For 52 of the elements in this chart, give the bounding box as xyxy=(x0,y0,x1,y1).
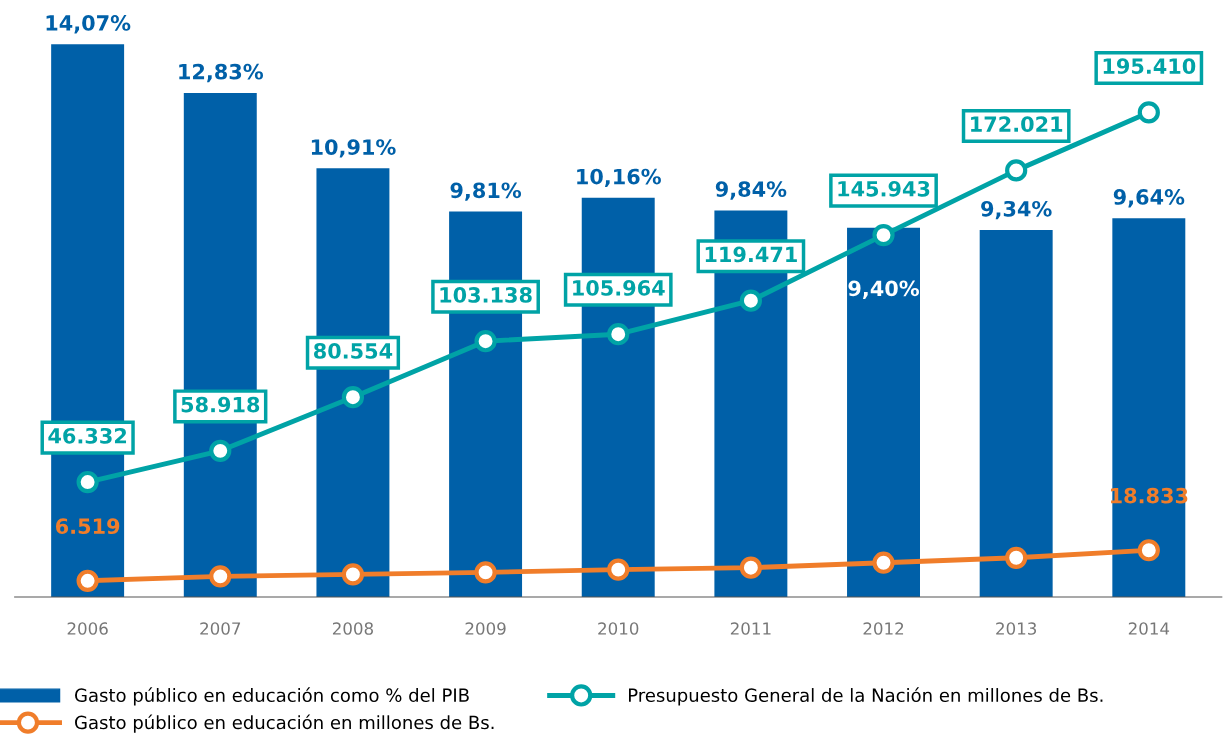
data-label: 9,34% xyxy=(981,200,1052,220)
x-tick-label: 2013 xyxy=(996,622,1037,635)
data-label: 12,83% xyxy=(179,63,263,83)
point xyxy=(76,569,99,592)
data-label: 9,40% xyxy=(848,280,919,299)
x-tick-label: 2010 xyxy=(598,622,639,635)
point xyxy=(1005,546,1028,569)
data-label: 195.410 xyxy=(1103,58,1196,75)
x-tick-label: 2012 xyxy=(863,622,904,635)
point xyxy=(739,289,762,312)
point xyxy=(341,563,365,586)
x-tick-label: 2007 xyxy=(200,622,241,635)
data-label: 80.554 xyxy=(314,343,393,359)
point xyxy=(1137,101,1160,124)
data-label: 6.519 xyxy=(55,518,120,535)
data-label: 9,64% xyxy=(1113,189,1185,208)
point xyxy=(872,551,895,574)
point xyxy=(607,323,630,346)
point xyxy=(341,386,365,409)
data-label: 9,84% xyxy=(715,181,787,200)
point xyxy=(76,470,99,494)
data-label: 145.943 xyxy=(838,180,930,197)
data-label: 9,81% xyxy=(450,182,522,201)
data-label: 10,16% xyxy=(577,168,661,188)
point xyxy=(209,439,232,462)
point xyxy=(739,556,762,579)
x-tick-label: 2006 xyxy=(67,622,108,635)
point xyxy=(474,561,497,584)
point xyxy=(474,330,497,353)
point xyxy=(607,558,630,581)
data-label: 10,91% xyxy=(311,139,396,158)
legend-label: Gasto público en educación como % del PIB xyxy=(75,687,469,706)
data-label: 105.964 xyxy=(573,280,665,296)
bar xyxy=(1112,218,1186,597)
x-tick-label: 2008 xyxy=(332,622,373,635)
data-label: 46.332 xyxy=(48,427,127,444)
bar xyxy=(847,227,920,597)
x-tick-label: 2009 xyxy=(465,622,506,635)
data-label: 103.138 xyxy=(440,287,532,303)
data-label: 119.471 xyxy=(705,246,797,263)
point xyxy=(209,565,232,588)
x-tick-label: 2014 xyxy=(1128,622,1170,635)
data-label: 172.021 xyxy=(971,116,1063,133)
bar xyxy=(979,230,1053,597)
data-label: 14,07% xyxy=(46,15,131,34)
point xyxy=(1137,539,1160,562)
data-label: 58.918 xyxy=(181,396,260,413)
legend-label: Gasto público en educación en millones de Bs. xyxy=(75,714,494,733)
x-tick-label: 2011 xyxy=(730,622,771,635)
point xyxy=(1005,159,1028,182)
point xyxy=(872,223,895,247)
legend-label: Presupuesto General de la Nación en millones de Bs. xyxy=(629,687,1103,706)
